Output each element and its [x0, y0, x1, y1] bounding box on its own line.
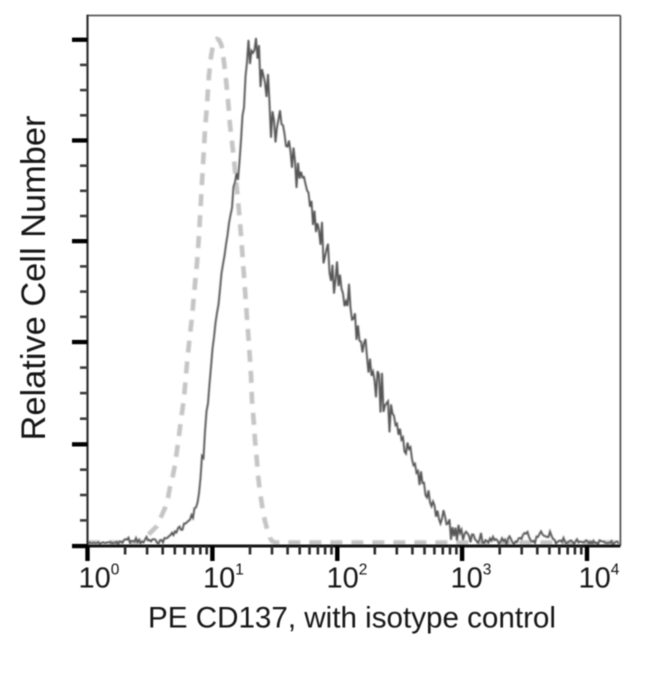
svg-text:Relative Cell Number: Relative Cell Number — [15, 116, 53, 441]
svg-text:PE CD137, with isotype control: PE CD137, with isotype control — [148, 601, 556, 634]
